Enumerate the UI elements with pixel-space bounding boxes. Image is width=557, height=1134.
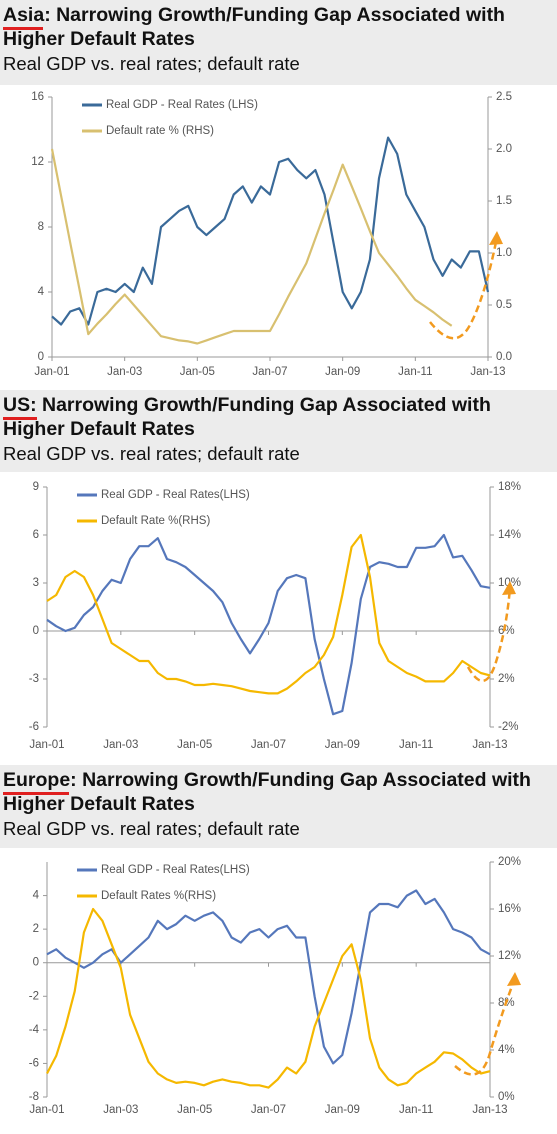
chart-subtitle: Real GDP vs. real rates; default rate — [3, 443, 300, 464]
y-tick-label: -8 — [29, 1091, 39, 1103]
y-tick-label: 9 — [33, 481, 39, 493]
series-line — [46, 907, 491, 1089]
series-line — [46, 889, 491, 1065]
x-tick-label: Jan-09 — [325, 1104, 360, 1116]
y2-tick-label: 1.0 — [496, 247, 512, 259]
y2-tick-label: 1.5 — [496, 195, 512, 207]
header: Europe: Narrowing Growth/Funding Gap Ass… — [0, 765, 557, 848]
legend-label: Real GDP - Real Rates(LHS) — [101, 864, 250, 876]
header: Asia: Narrowing Growth/Funding Gap Assoc… — [0, 0, 557, 85]
y-tick-label: -4 — [29, 1024, 40, 1036]
x-tick-label: Jan-03 — [107, 366, 142, 378]
chart-subtitle: Real GDP vs. real rates; default rate — [3, 53, 300, 74]
annotation-arrow — [466, 586, 512, 682]
legend-label: Default rate % (RHS) — [106, 125, 214, 137]
y2-tick-label: 6% — [498, 625, 515, 637]
y-tick-label: 16 — [31, 91, 44, 103]
chart: 0 4 8 12 16 0.0 0.5 1.0 1.5 2.0 2.5 Jan-01 Jan-03 Jan… — [31, 91, 512, 378]
chart-title: Asia: Narrowing Growth/Funding Gap Assoc… — [3, 4, 505, 50]
x-tick-label: Jan-09 — [325, 366, 360, 378]
underline — [3, 27, 43, 30]
chart-title: US: Narrowing Growth/Funding Gap Associa… — [3, 394, 491, 440]
y-tick-label: 2 — [33, 923, 39, 935]
y2-tick-label: 20% — [498, 856, 521, 868]
y2-tick-label: 2% — [498, 673, 515, 685]
y-tick-label: 4 — [38, 286, 45, 298]
chart-title: Europe: Narrowing Growth/Funding Gap Ass… — [3, 769, 531, 815]
underline — [3, 792, 69, 795]
y2-tick-label: 0.5 — [496, 299, 512, 311]
y-tick-label: 0 — [33, 957, 39, 969]
y-tick-label: 4 — [33, 890, 40, 902]
legend-label: Real GDP - Real Rates (LHS) — [106, 99, 258, 111]
underline — [3, 417, 37, 420]
chart: -6-30369-2%2%6%10%14%18%Jan-01Jan-03Jan-… — [29, 481, 521, 751]
x-tick-label: Jan-05 — [177, 1104, 212, 1116]
x-tick-label: Jan-13 — [472, 1104, 507, 1116]
series-line — [46, 533, 491, 716]
legend-label: Default Rates %(RHS) — [101, 890, 216, 902]
series-line — [51, 136, 490, 326]
x-tick-label: Jan-11 — [399, 1104, 433, 1116]
x-tick-label: Jan-03 — [103, 1104, 138, 1116]
y-tick-label: 6 — [33, 529, 39, 541]
y-tick-label: -6 — [29, 721, 39, 733]
y-tick-label: 12 — [31, 156, 44, 168]
arrow-head — [507, 972, 521, 986]
y-tick-label: 3 — [33, 577, 39, 589]
x-tick-label: Jan-13 — [470, 366, 505, 378]
legend-label: Real GDP - Real Rates(LHS) — [101, 489, 250, 501]
y2-tick-label: 18% — [498, 481, 521, 493]
y2-tick-label: 4% — [498, 1044, 515, 1056]
x-tick-label: Jan-05 — [180, 366, 215, 378]
arrow-head — [502, 581, 516, 595]
y-tick-label: 0 — [33, 625, 39, 637]
x-tick-label: Jan-03 — [103, 739, 138, 751]
y2-tick-label: 14% — [498, 529, 521, 541]
series-line — [46, 533, 491, 695]
x-tick-label: Jan-13 — [472, 739, 507, 751]
legend-label: Default Rate %(RHS) — [101, 515, 210, 527]
x-tick-label: Jan-09 — [325, 739, 360, 751]
y2-tick-label: 2.5 — [496, 91, 512, 103]
y-tick-label: 0 — [38, 351, 44, 363]
annotation-arrow — [429, 236, 499, 340]
x-tick-label: Jan-01 — [29, 1104, 64, 1116]
y-tick-label: 8 — [38, 221, 44, 233]
x-tick-label: Jan-11 — [399, 739, 433, 751]
series-line — [50, 148, 453, 345]
y2-tick-label: 0% — [498, 1091, 515, 1103]
x-tick-label: Jan-07 — [251, 739, 286, 751]
y2-tick-label: 0.0 — [496, 351, 512, 363]
y-tick-label: -3 — [29, 673, 39, 685]
y2-tick-label: -2% — [498, 721, 518, 733]
x-tick-label: Jan-01 — [29, 739, 64, 751]
header: US: Narrowing Growth/Funding Gap Associa… — [0, 390, 557, 472]
y-tick-label: -2 — [29, 990, 39, 1002]
x-tick-label: Jan-01 — [34, 366, 69, 378]
chart-subtitle: Real GDP vs. real rates; default rate — [3, 818, 300, 839]
x-tick-label: Jan-07 — [251, 1104, 286, 1116]
y-tick-label: -6 — [29, 1057, 39, 1069]
y2-tick-label: 16% — [498, 903, 521, 915]
annotation-arrow — [454, 977, 517, 1076]
x-tick-label: Jan-11 — [398, 366, 432, 378]
y2-tick-label: 2.0 — [496, 143, 512, 155]
arrow-head — [489, 231, 503, 245]
x-tick-label: Jan-07 — [252, 366, 287, 378]
y2-tick-label: 12% — [498, 950, 521, 962]
x-tick-label: Jan-05 — [177, 739, 212, 751]
